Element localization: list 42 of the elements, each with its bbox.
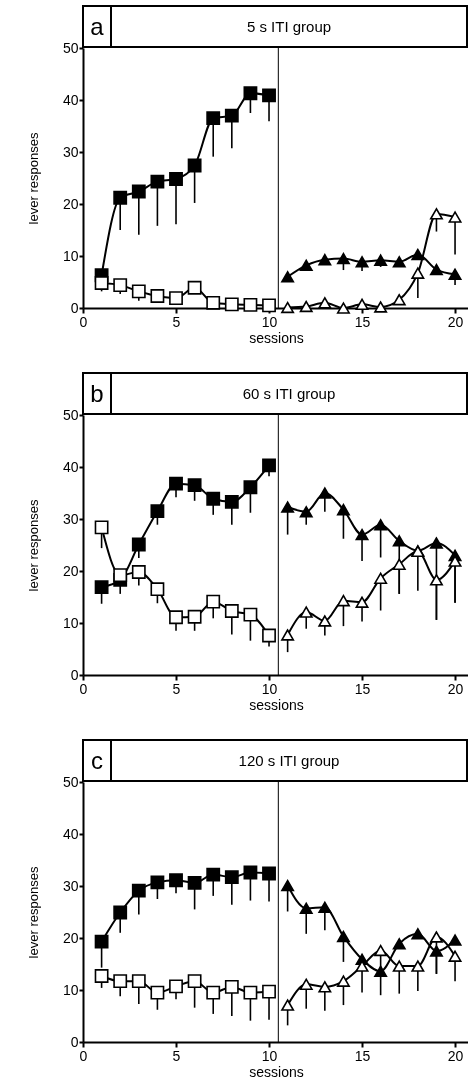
x-tick-label: 20 bbox=[447, 1047, 464, 1064]
y-tick-label: 30 bbox=[62, 510, 79, 527]
x-tick-label: 15 bbox=[354, 313, 371, 330]
x-axis-title: sessions bbox=[249, 329, 304, 346]
y-axis-title: lever responses bbox=[25, 866, 41, 959]
y-tick-label: 20 bbox=[62, 195, 79, 212]
text: b bbox=[84, 374, 112, 413]
y-tick-label: 30 bbox=[62, 877, 79, 894]
x-tick-label: 15 bbox=[354, 1047, 371, 1064]
y-tick-label: 30 bbox=[62, 143, 79, 160]
y-tick-label: 0 bbox=[70, 299, 79, 316]
y-tick-label: 40 bbox=[62, 458, 79, 475]
y-tick-label: 40 bbox=[62, 825, 79, 842]
x-tick-label: 10 bbox=[261, 313, 278, 330]
y-tick-label: 50 bbox=[62, 773, 79, 790]
y-tick-label: 20 bbox=[62, 562, 79, 579]
y-tick-label: 10 bbox=[62, 981, 79, 998]
chart-title: 120 s ITI group bbox=[237, 752, 341, 769]
chart-title: 5 s ITI group bbox=[245, 18, 333, 35]
y-axis-title: lever responses bbox=[25, 499, 41, 592]
x-axis-title: sessions bbox=[249, 1063, 304, 1080]
y-tick-label: 10 bbox=[62, 247, 79, 264]
y-tick-label: 40 bbox=[62, 91, 79, 108]
y-tick-label: 50 bbox=[62, 406, 79, 423]
y-tick-label: 20 bbox=[62, 929, 79, 946]
y-tick-label: 0 bbox=[70, 666, 79, 683]
x-tick-label: 20 bbox=[447, 680, 464, 697]
chart-title: 60 s ITI group bbox=[241, 385, 337, 402]
y-tick-label: 10 bbox=[62, 614, 79, 631]
text: c bbox=[84, 741, 112, 780]
y-tick-label: 50 bbox=[62, 39, 79, 56]
x-tick-label: 5 bbox=[172, 1047, 181, 1064]
text: a bbox=[84, 7, 112, 46]
x-tick-label: 15 bbox=[354, 680, 371, 697]
y-axis-title: lever responses bbox=[25, 132, 41, 225]
x-tick-label: 10 bbox=[261, 680, 278, 697]
x-axis-title: sessions bbox=[249, 696, 304, 713]
y-tick-label: 0 bbox=[70, 1033, 79, 1050]
x-tick-label: 10 bbox=[261, 1047, 278, 1064]
x-tick-label: 5 bbox=[172, 680, 181, 697]
x-tick-label: 20 bbox=[447, 313, 464, 330]
x-tick-label: 5 bbox=[172, 313, 181, 330]
